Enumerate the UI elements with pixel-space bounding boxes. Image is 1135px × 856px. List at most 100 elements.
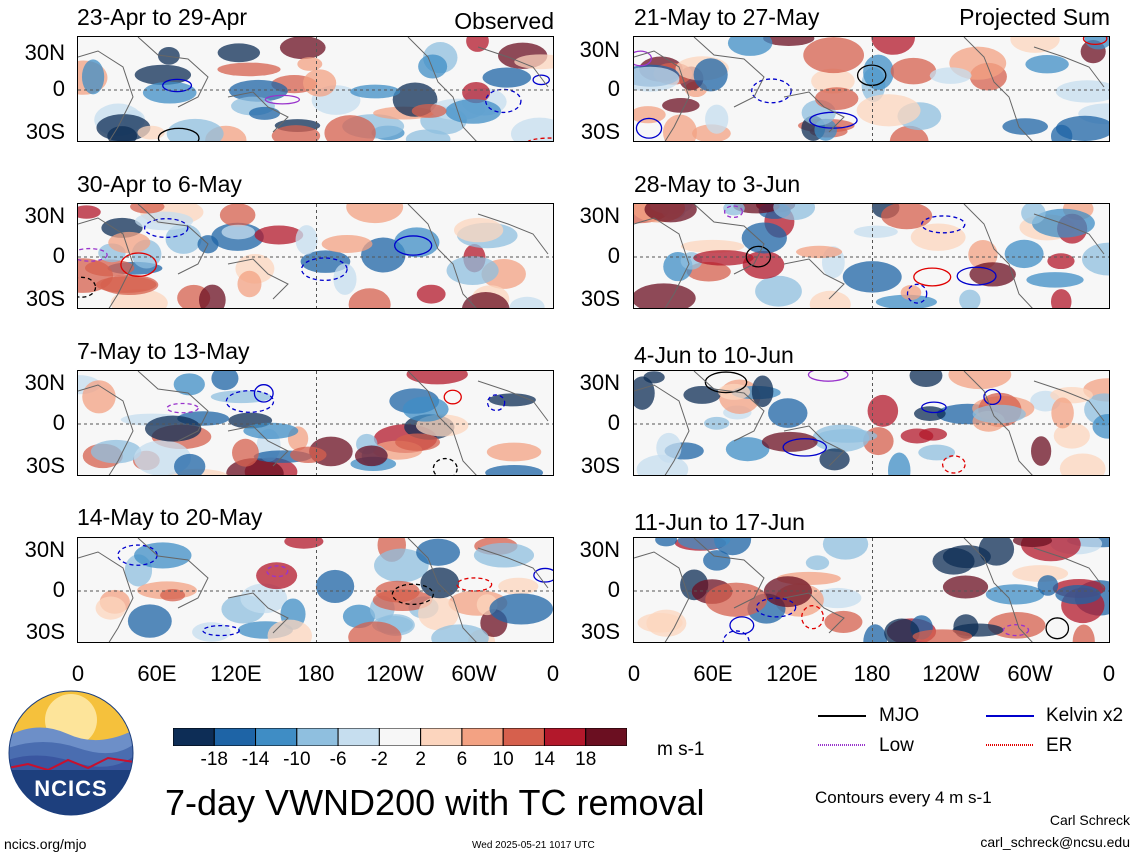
contour-line (722, 630, 750, 642)
anomaly-blob (279, 37, 326, 60)
anomaly-blob (445, 99, 502, 124)
coastline (227, 592, 289, 634)
anomaly-blob (942, 545, 991, 569)
timestamp: Wed 2025-05-21 1017 UTC (472, 840, 595, 851)
anomaly-blob (1012, 538, 1053, 548)
anomaly-blob (888, 452, 911, 475)
colorbar-swatch (255, 728, 298, 746)
coastline (407, 538, 477, 642)
anomaly-blob (514, 54, 553, 70)
anomaly-blob (174, 453, 206, 475)
anomaly-blob (145, 415, 202, 442)
legend-swatches-left (818, 715, 866, 746)
colorbar-swatch (502, 728, 545, 746)
contour-line (941, 455, 966, 474)
contour-line (78, 276, 97, 298)
contour-line (533, 567, 553, 583)
anomaly-blob (454, 217, 504, 243)
anomaly-blob (763, 37, 815, 46)
anomaly-blob (134, 542, 192, 569)
anomaly-blob (768, 398, 808, 428)
ncics-logo-icon (8, 690, 134, 816)
anomaly-blob (1021, 204, 1046, 225)
colorbar-tick-label: 2 (415, 749, 426, 770)
panel-title-obs-2: 30-Apr to 6-May (77, 171, 242, 197)
contour-line (723, 205, 744, 219)
anomaly-blob (1037, 575, 1059, 596)
anomaly-blob (890, 57, 937, 85)
anomaly-blob (693, 250, 754, 266)
coastline (963, 37, 1033, 141)
coastline (477, 547, 549, 589)
anomaly-blob (418, 596, 459, 631)
anomaly-blob (431, 624, 489, 642)
anomaly-blob (824, 610, 863, 634)
legend-label-mjo: MJO (879, 705, 920, 726)
contour-line (807, 371, 849, 382)
contour-line (264, 94, 301, 105)
coastline (477, 213, 549, 255)
colorbar-swatch (543, 728, 587, 746)
anomaly-blob (211, 371, 239, 391)
anomaly-blob (157, 46, 180, 65)
anomaly-blob (446, 256, 499, 286)
anomaly-blob (486, 442, 542, 462)
site-link[interactable]: ncics.org/mjo (4, 836, 87, 852)
anomaly-blob (374, 548, 429, 583)
colorbar-tick-label: -6 (329, 749, 347, 770)
author-email[interactable]: carl_schreck@ncsu.edu (980, 834, 1130, 850)
coastline (477, 380, 549, 422)
colorbar-swatch (296, 728, 339, 746)
lon-tick: 180 (853, 661, 891, 686)
contour-line (432, 457, 458, 475)
anomaly-blob (634, 283, 696, 308)
contour-line (253, 384, 274, 403)
anomaly-blob (219, 204, 256, 227)
colorbar-swatch (213, 728, 257, 746)
anomaly-blob (637, 613, 683, 633)
contour-line (166, 402, 199, 414)
coastline (634, 384, 690, 475)
anomaly-blob (199, 284, 226, 308)
anomaly-blob (863, 624, 888, 642)
anomaly-blob (863, 54, 894, 90)
anomaly-blob (321, 234, 373, 253)
anomaly-blob (90, 439, 142, 464)
map-panel-proj-2 (633, 203, 1110, 309)
map-panel-obs-3 (77, 370, 554, 476)
anomaly-blob (929, 67, 972, 84)
coastline (783, 425, 845, 467)
anomaly-blob (853, 225, 898, 238)
anomaly-blob (165, 223, 202, 254)
anomaly-blob (819, 448, 850, 471)
anomaly-blob (875, 294, 937, 308)
anomaly-blob (1053, 422, 1090, 449)
anomaly-blob (1002, 118, 1048, 135)
lon-tick: 60E (137, 661, 177, 686)
contour-line (751, 78, 792, 104)
anomaly-blob (948, 371, 1012, 390)
lon-tick: 0 (1102, 661, 1116, 686)
contour-line (532, 74, 550, 86)
anomaly-blob (1004, 239, 1044, 269)
panel-title-proj-1: 21-May to 27-May (634, 4, 820, 30)
anomaly-blob (394, 227, 440, 258)
lon-tick: 120W (366, 661, 424, 686)
map-panel-proj-4 (633, 537, 1110, 643)
lat-tick-30s: 30S (580, 119, 620, 144)
legend-label-low: Low (879, 735, 914, 756)
anomaly-blob (662, 98, 700, 113)
anomaly-blob (416, 538, 461, 566)
anomaly-blob (107, 126, 138, 141)
colorbar (173, 728, 627, 746)
coastline (1033, 46, 1105, 88)
anomaly-blob (809, 290, 851, 308)
contour-line (634, 50, 653, 67)
anomaly-blob (942, 575, 989, 599)
anomaly-blob (1010, 37, 1060, 53)
anomaly-blob (482, 67, 532, 88)
anomaly-blob (634, 106, 666, 124)
anomaly-blob (1055, 115, 1109, 141)
anomaly-blob (395, 433, 441, 451)
coastline (78, 217, 134, 308)
